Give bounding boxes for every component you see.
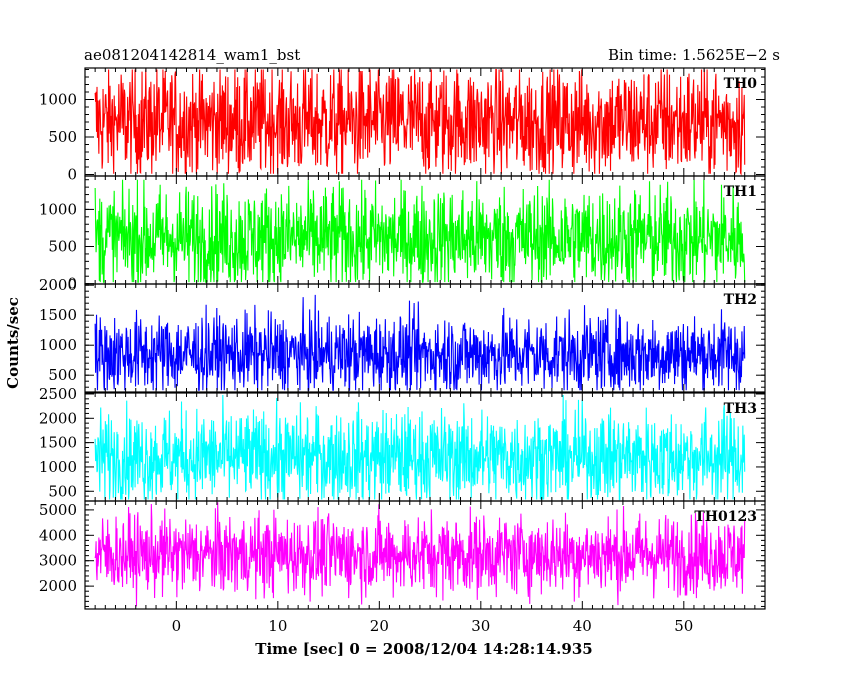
x-tick-label: 0 [172,617,182,635]
panel-th3: 500 1000 1500 2000 2500 TH3 [39,385,766,502]
y-tick-label: 1000 [39,336,77,354]
panels-group: 05001000TH005001000TH1500100015002000TH2… [39,67,766,635]
y-tick-label: 1000 [39,200,77,218]
series-line-th0123 [94,502,746,607]
series-line-th3 [94,394,746,501]
y-tick-label: 500 [48,366,77,384]
chart-title-right: Bin time: 1.5625E−2 s [608,46,780,64]
series-line-th0 [94,68,746,176]
y-tick-label: 1000 [39,91,77,109]
y-tick-label: 3000 [39,552,77,570]
x-tick-label: 30 [471,617,490,635]
y-tick-label: 0 [67,275,77,293]
panel-label: TH0 [724,76,758,92]
panel-label: TH0123 [694,509,757,525]
x-tick-label: 10 [268,617,287,635]
panel-label: TH1 [724,184,757,200]
x-tick-label: 50 [674,617,693,635]
panel-th0: 0 500 1000 TH0 [39,67,766,184]
series-line-th1 [94,179,746,284]
y-tick-label: 2000 [39,409,77,427]
panel-label: TH2 [724,292,757,308]
y-tick-label: 1500 [39,306,77,324]
y-tick-label: 5000 [39,501,77,519]
x-tick-label: 20 [370,617,389,635]
y-tick-label: 500 [48,238,77,256]
panel-th1: 0 500 1000 TH1 [39,175,766,293]
x-axis-label: Time [sec] 0 = 2008/12/04 14:28:14.935 [255,640,592,658]
panel-th0123: 2000 3000 4000 5000 TH0123 [39,500,766,610]
x-tick-label: 40 [573,617,592,635]
y-tick-label: 500 [48,128,77,146]
y-tick-label: 1000 [39,458,77,476]
series-line-th2 [94,294,746,391]
y-tick-label: 2000 [39,276,77,294]
y-tick-label: 0 [67,166,77,184]
y-tick-label: 2500 [39,385,77,403]
y-tick-label: 1500 [39,434,77,452]
y-axis-label: Counts/sec [4,297,22,389]
panel-label: TH3 [724,401,757,417]
y-tick-label: 500 [48,482,77,500]
y-tick-label: 2000 [39,577,77,595]
panel-th2: 500 1000 1500 2000 TH2 [39,276,766,393]
chart-title-left: ae081204142814_wam1_bst [84,46,300,64]
y-tick-label: 4000 [39,526,77,544]
